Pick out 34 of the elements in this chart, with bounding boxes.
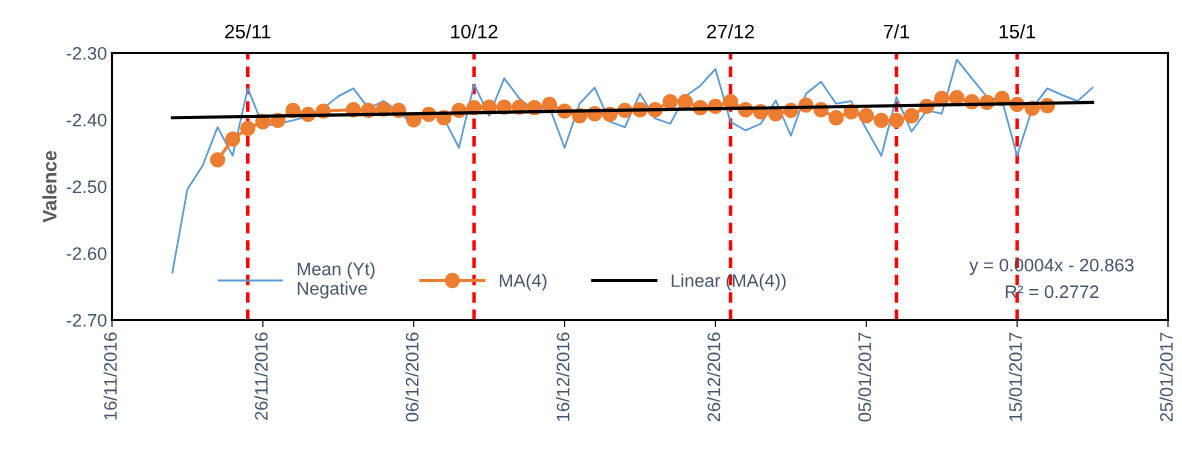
- ref-line-label: 7/1: [883, 24, 910, 39]
- y-tick-label: -2.70: [66, 313, 107, 327]
- x-tick-label: 06/12/2016: [405, 332, 419, 422]
- ref-line-label: 15/1: [999, 24, 1036, 39]
- point: [677, 94, 693, 110]
- annotation: y = 0.0004x - 20.863: [969, 258, 1134, 276]
- point: [873, 112, 890, 129]
- y-tick-label: -2.50: [66, 180, 107, 194]
- point: [858, 108, 874, 124]
- annotation: R² = 0.2772: [1005, 285, 1099, 299]
- legend-label: Mean (Yt) Negative: [297, 262, 375, 299]
- point: [662, 94, 678, 110]
- x-tick-label: 15/01/2017: [1008, 332, 1022, 421]
- point: [240, 120, 256, 137]
- x-tick-label: 26/11/2016: [254, 332, 268, 420]
- ref-line-label: 25/11: [225, 24, 271, 39]
- y-tick-label: -2.30: [66, 46, 107, 60]
- point: [828, 110, 844, 126]
- y-axis-title: Valence: [42, 150, 57, 223]
- x-tick-label: 05/01/2017: [857, 332, 872, 422]
- x-tick-label: 16/11/2016: [103, 332, 117, 420]
- legend-label: Linear (MA(4)): [671, 273, 786, 291]
- ref-line-label: 27/12: [707, 24, 754, 39]
- point: [209, 152, 226, 168]
- y-tick-label: -2.40: [66, 113, 107, 127]
- x-tick-label: 16/12/2016: [556, 332, 570, 421]
- y-tick-label: -2.60: [66, 247, 107, 260]
- x-tick-label: 25/01/2017: [1159, 332, 1173, 422]
- point: [225, 131, 241, 147]
- legend-label: MA(4): [499, 273, 547, 291]
- point: [888, 112, 905, 129]
- point: [903, 108, 920, 124]
- ref-line-label: 10/12: [451, 24, 498, 39]
- x-tick-label: 26/12/2016: [707, 332, 721, 422]
